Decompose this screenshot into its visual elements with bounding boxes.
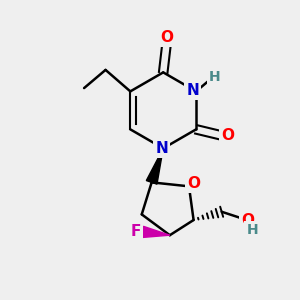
Text: N: N: [186, 83, 199, 98]
Text: O: O: [188, 176, 200, 191]
Text: H: H: [247, 223, 258, 237]
Text: O: O: [160, 30, 173, 45]
Text: N: N: [155, 141, 168, 156]
Polygon shape: [142, 226, 170, 238]
Text: O: O: [222, 128, 235, 143]
Text: H: H: [209, 70, 221, 84]
Text: O: O: [242, 213, 255, 228]
Polygon shape: [146, 148, 163, 184]
Text: F: F: [130, 224, 141, 239]
